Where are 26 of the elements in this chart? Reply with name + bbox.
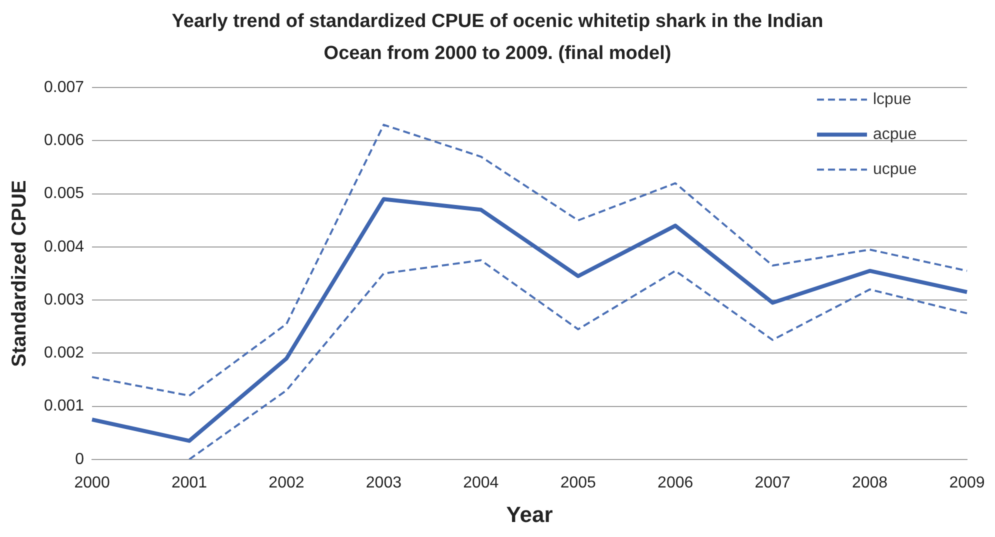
x-tick-label: 2009 xyxy=(949,474,985,492)
x-tick-label: 2003 xyxy=(366,474,402,492)
x-axis-title: Year xyxy=(506,502,554,527)
y-tick-label: 0.002 xyxy=(44,344,84,362)
y-tick-label: 0.003 xyxy=(44,291,84,308)
legend-label: lcpue xyxy=(873,91,912,108)
x-tick-label: 2008 xyxy=(852,474,888,492)
x-tick-label: 2000 xyxy=(74,474,110,492)
y-tick-label: 0.005 xyxy=(44,185,84,202)
x-tick-label: 2005 xyxy=(560,474,596,492)
y-tick-label: 0.001 xyxy=(44,398,84,415)
y-tick-label: 0 xyxy=(75,450,84,468)
y-tick-label: 0.006 xyxy=(44,132,84,150)
x-tick-label: 2004 xyxy=(463,474,499,492)
y-axis-title: Standardized CPUE xyxy=(8,180,31,367)
x-tick-label: 2006 xyxy=(658,474,694,492)
legend-label: acpue xyxy=(873,126,917,144)
x-tick-label: 2007 xyxy=(754,474,790,492)
line-series xyxy=(188,259,968,460)
chart-title: Yearly trend of standardized CPUE of ocenic whitetip shark in the Indian Ocean from 2000 to 2009. (final model) xyxy=(170,10,824,66)
line-series xyxy=(91,124,968,397)
legend-label: ucpue xyxy=(873,161,917,178)
x-tick-label: 2002 xyxy=(268,474,304,492)
y-tick-label: 0.007 xyxy=(44,79,84,96)
x-tick-label: 2001 xyxy=(171,474,208,492)
y-tick-label: 0.004 xyxy=(44,238,84,256)
